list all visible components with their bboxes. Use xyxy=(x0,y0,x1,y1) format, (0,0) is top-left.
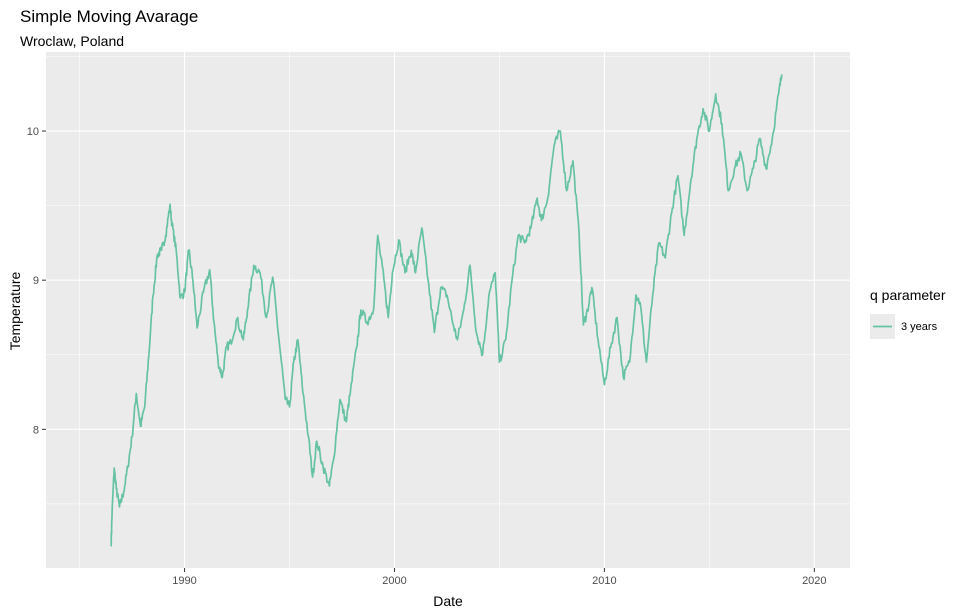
legend: q parameter 3 years xyxy=(870,287,946,339)
x-tick-label: 2020 xyxy=(802,575,826,587)
legend-title: q parameter xyxy=(870,287,946,303)
plot-panel xyxy=(46,52,850,568)
x-tick-label: 2010 xyxy=(592,575,616,587)
series-line-3-years xyxy=(110,74,783,547)
axis-ticks: 1990 2000 2010 2020 8 9 10 xyxy=(27,126,827,587)
x-tick-label: 1990 xyxy=(172,575,196,587)
x-axis-title: Date xyxy=(433,593,463,609)
x-tick-label: 2000 xyxy=(382,575,406,587)
y-tick-label: 8 xyxy=(33,424,39,436)
legend-label-3-years: 3 years xyxy=(901,321,938,333)
chart-subtitle: Wroclaw, Poland xyxy=(20,33,124,49)
y-tick-label: 9 xyxy=(33,275,39,287)
chart-title: Simple Moving Avarage xyxy=(20,7,198,26)
grid xyxy=(46,52,850,568)
y-axis-title: Temperature xyxy=(7,271,23,350)
y-tick-label: 10 xyxy=(27,126,39,138)
